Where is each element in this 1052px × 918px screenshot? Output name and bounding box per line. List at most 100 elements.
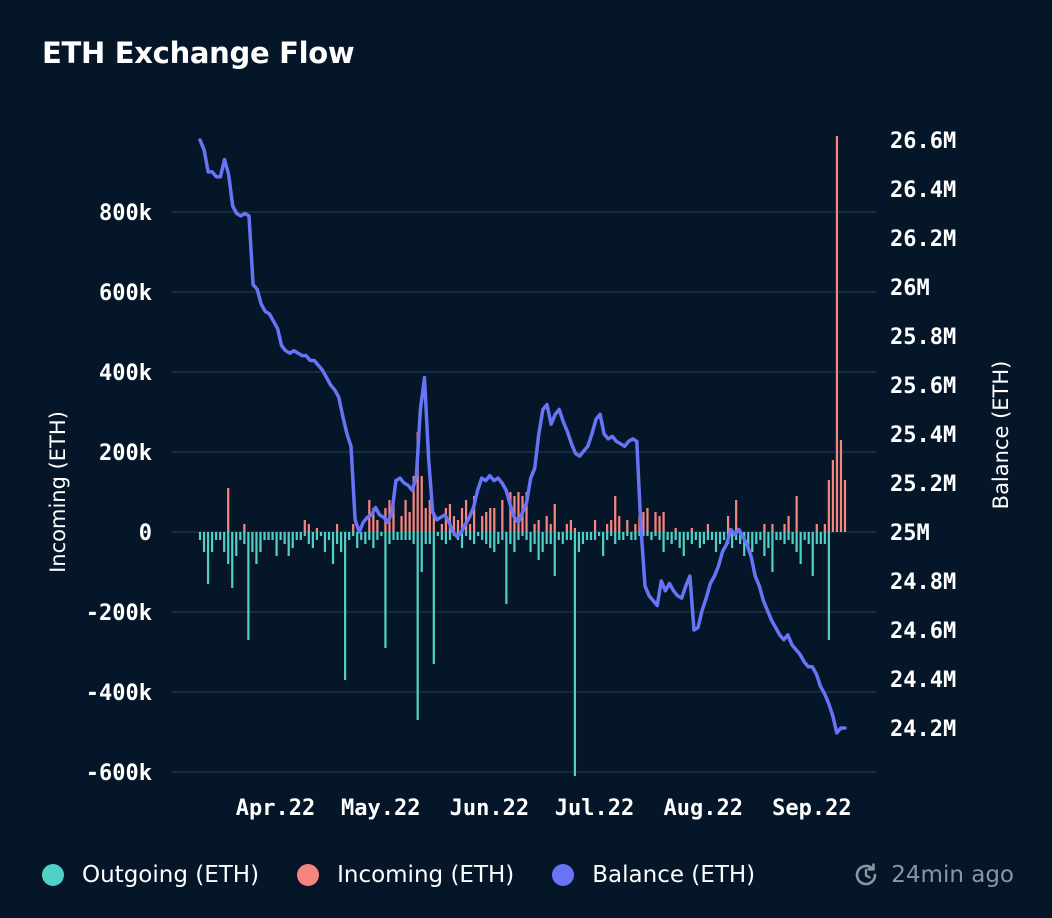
- outgoing-bar: [597, 532, 601, 536]
- y-right-tick-label: 26.6M: [890, 129, 956, 154]
- incoming-bar: [839, 440, 843, 532]
- outgoing-bar: [767, 532, 770, 548]
- incoming-bar: [307, 524, 310, 532]
- incoming-bar: [835, 136, 839, 532]
- outgoing-bar: [364, 532, 367, 544]
- y-right-tick-label: 24.2M: [890, 717, 956, 742]
- incoming-bar: [642, 512, 645, 532]
- outgoing-bar: [291, 532, 294, 548]
- outgoing-bar: [335, 532, 339, 544]
- outgoing-bar: [533, 532, 536, 544]
- outgoing-bar: [606, 532, 609, 540]
- legend-label-outgoing: Outgoing (ETH): [82, 862, 260, 888]
- outgoing-bar: [795, 532, 798, 552]
- outgoing-bar: [517, 532, 520, 540]
- y-left-tick-label: -200k: [86, 601, 152, 626]
- outgoing-bar: [610, 532, 613, 536]
- outgoing-bar: [662, 532, 665, 552]
- outgoing-bar: [674, 532, 677, 540]
- outgoing-bar: [807, 532, 810, 544]
- outgoing-bar: [436, 532, 439, 536]
- outgoing-bar: [412, 532, 415, 544]
- incoming-bar: [674, 528, 677, 532]
- incoming-bar: [404, 500, 407, 532]
- outgoing-bar: [206, 532, 210, 584]
- y-right-tick-label: 26.2M: [890, 227, 956, 252]
- outgoing-bar: [577, 532, 581, 552]
- incoming-bar: [456, 520, 460, 532]
- outgoing-bar: [541, 532, 544, 552]
- incoming-bar: [416, 432, 419, 532]
- incoming-bar: [735, 500, 738, 532]
- incoming-bars: [227, 136, 847, 532]
- outgoing-bar: [529, 532, 532, 552]
- y-right-tick-label: 25.2M: [890, 472, 956, 497]
- outgoing-bar: [404, 532, 407, 540]
- x-tick-label: Aug.22: [663, 796, 742, 821]
- incoming-bar: [610, 520, 613, 532]
- y-right-tick-label: 26.4M: [890, 178, 956, 203]
- legend-label-balance: Balance (ETH): [592, 862, 756, 888]
- outgoing-bar: [718, 532, 722, 544]
- outgoing-bar: [210, 532, 214, 552]
- legend-item-balance[interactable]: Balance (ETH): [552, 862, 755, 888]
- incoming-bar: [420, 476, 423, 532]
- incoming-bar: [634, 524, 637, 532]
- outgoing-bar: [521, 532, 524, 536]
- incoming-bar: [569, 520, 572, 532]
- incoming-bar: [400, 516, 403, 532]
- incoming-bar: [452, 516, 456, 532]
- outgoing-bar: [589, 532, 593, 540]
- incoming-bar: [525, 492, 528, 532]
- y-right-tick-label: 25.8M: [890, 325, 956, 350]
- legend-item-incoming[interactable]: Incoming (ETH): [297, 862, 514, 888]
- outgoing-bar: [779, 532, 782, 540]
- legend-item-outgoing[interactable]: Outgoing (ETH): [42, 862, 259, 888]
- outgoing-bar: [259, 532, 262, 552]
- outgoing-bar: [602, 532, 605, 556]
- outgoing-bar: [215, 532, 218, 540]
- outgoing-bar: [553, 532, 556, 576]
- outgoing-bar: [481, 532, 484, 540]
- incoming-bar: [565, 524, 568, 532]
- incoming-bar: [646, 508, 649, 532]
- incoming-bar: [468, 524, 472, 532]
- outgoing-bar: [275, 532, 278, 556]
- outgoing-bar: [783, 532, 786, 544]
- outgoing-bar: [545, 532, 548, 544]
- incoming-bar: [473, 496, 476, 532]
- incoming-bar: [783, 524, 786, 532]
- incoming-bar: [593, 520, 597, 532]
- incoming-bar: [763, 524, 766, 532]
- outgoing-bar: [799, 532, 802, 564]
- legend-dot-balance: [552, 864, 575, 886]
- incoming-bar: [690, 528, 693, 532]
- incoming-bar: [372, 508, 375, 532]
- outgoing-bar: [295, 532, 298, 540]
- incoming-bar: [831, 460, 835, 532]
- outgoing-bar: [235, 532, 238, 556]
- outgoing-bar: [267, 532, 270, 540]
- outgoing-bar: [473, 532, 476, 544]
- outgoing-bar: [561, 532, 564, 544]
- outgoing-bar: [739, 532, 742, 544]
- outgoing-bar: [731, 532, 734, 548]
- outgoing-bar: [706, 532, 710, 540]
- outgoing-bar: [348, 532, 351, 540]
- x-tick-label: Jul.22: [555, 796, 634, 821]
- outgoing-bar: [444, 532, 448, 544]
- incoming-bar: [815, 524, 818, 532]
- incoming-bar: [432, 512, 435, 532]
- outgoing-bar: [420, 532, 423, 572]
- incoming-bar: [517, 492, 520, 532]
- outgoing-bar: [755, 532, 758, 544]
- outgoing-bar: [787, 532, 790, 540]
- incoming-bar: [795, 496, 798, 532]
- outgoing-bar: [622, 532, 625, 540]
- y-right-ticks: 26.6M 26.4M 26.2M 26M 25.8M 25.6M 25.4M 25.2M 25…: [890, 129, 956, 742]
- incoming-bar: [335, 524, 339, 532]
- outgoing-bar: [331, 532, 335, 564]
- y-right-tick-label: 25M: [890, 521, 930, 546]
- incoming-bar: [424, 508, 427, 532]
